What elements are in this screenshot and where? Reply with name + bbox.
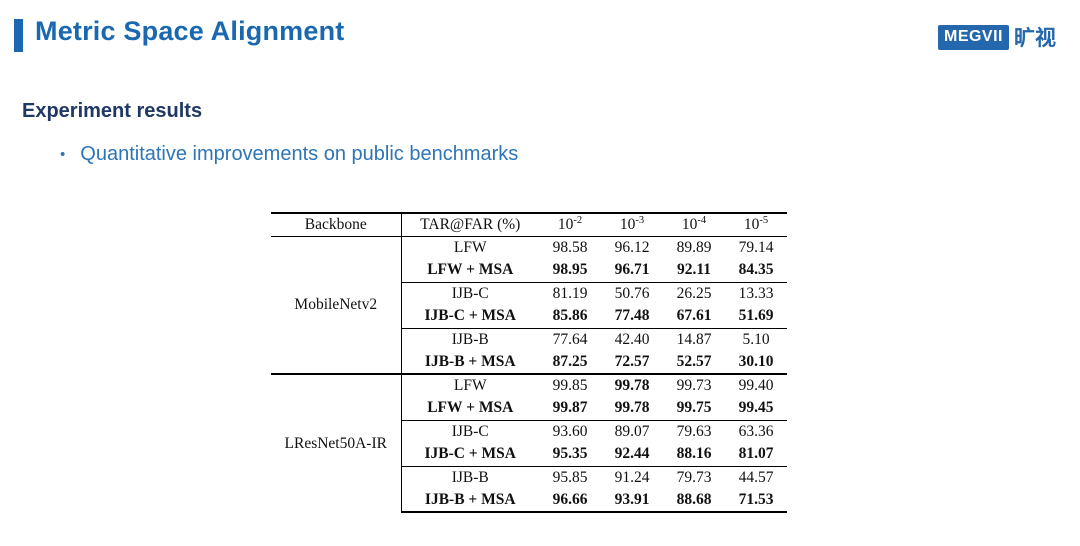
value-cell: 79.14 — [738, 238, 774, 256]
header-far-threshold: 10-5 — [725, 212, 787, 237]
value-cell: 79.73 — [663, 465, 725, 489]
value-cell: 99.78 — [601, 373, 663, 397]
far-exponent: -5 — [759, 215, 769, 227]
value-cell: 89.07 — [601, 419, 663, 443]
header-far-threshold: 10-4 — [663, 212, 725, 237]
value-cell: 72.57 — [614, 353, 650, 370]
value-cell: 5.10 — [725, 327, 787, 351]
dataset-label-cell: IJB-C + MSA — [424, 307, 516, 325]
value-cell: 99.78 — [614, 399, 650, 417]
bullet-dot-icon: • — [60, 146, 66, 163]
megvii-logo-cn-text: 旷视 — [1014, 27, 1056, 50]
table-row: IJB-B 77.64 42.40 14.87 5.10 — [271, 327, 787, 351]
value-cell: 87.25 — [552, 353, 588, 370]
value-cell: 44.57 — [725, 465, 787, 489]
value-cell: 99.45 — [738, 399, 774, 417]
value-cell: 98.58 — [552, 238, 588, 256]
value-cell: 88.68 — [663, 489, 725, 513]
value-cell: 99.87 — [552, 399, 588, 417]
value-cell: 63.36 — [725, 419, 787, 443]
table-header-row: Backbone TAR@FAR (%) 10-2 10-3 10-4 10-5 — [271, 212, 787, 237]
megvii-logo-text: MEGVII — [937, 24, 1009, 50]
value-cell: 77.48 — [614, 307, 650, 325]
value-cell: 95.35 — [552, 445, 588, 463]
value-cell: 71.53 — [725, 489, 787, 513]
slide-title: Metric Space Alignment — [35, 16, 345, 46]
value-cell: 92.44 — [614, 445, 650, 463]
dataset-label-cell: IJB-C — [401, 419, 539, 443]
value-cell: 81.07 — [738, 445, 774, 463]
bullet-text: Quantitative improvements on public benc… — [80, 143, 519, 165]
value-cell: 96.12 — [614, 238, 650, 256]
table-row: LResNet50A-IR LFW 99.85 99.78 99.73 99.40 — [271, 373, 787, 512]
table-row: IJB-B + MSA 96.66 93.91 88.68 71.53 — [271, 489, 787, 513]
value-cell: 98.95 — [552, 261, 588, 279]
table-row: IJB-C 93.60 89.07 79.63 63.36 — [271, 419, 787, 443]
dataset-label-cell: IJB-C + MSA — [424, 445, 516, 463]
value-cell: 42.40 — [601, 327, 663, 351]
table-row: IJB-B 95.85 91.24 79.73 44.57 — [271, 465, 787, 489]
value-cell: 50.76 — [601, 281, 663, 305]
value-cell: 91.24 — [601, 465, 663, 489]
dataset-label-cell: LFW — [453, 238, 487, 256]
dataset-label-cell: IJB-B — [401, 465, 539, 489]
value-cell: 79.63 — [663, 419, 725, 443]
table-row: MobileNetv2 LFW 98.58 96.12 89.89 79.14 — [271, 236, 787, 374]
value-cell: 52.57 — [676, 353, 712, 370]
results-table-container: Backbone TAR@FAR (%) 10-2 10-3 10-4 10-5 Mobil… — [271, 212, 787, 513]
value-cell: 77.64 — [539, 327, 601, 351]
value-cell: 67.61 — [676, 307, 712, 325]
dataset-label-cell: IJB-C — [401, 281, 539, 305]
value-cell: 96.71 — [614, 261, 650, 279]
value-cell: 30.10 — [738, 353, 774, 370]
value-cell: 81.19 — [539, 281, 601, 305]
backbone-cell: LResNet50A-IR — [271, 373, 402, 512]
dataset-label-cell: LFW + MSA — [427, 399, 514, 417]
bullet-point: • Quantitative improvements on public be… — [60, 143, 518, 166]
table-row: IJB-C + MSA 85.86 77.48 67.61 51.69 — [271, 305, 787, 328]
table-row: IJB-C 81.19 50.76 26.25 13.33 — [271, 281, 787, 305]
value-cell: 99.73 — [663, 373, 725, 397]
header-metric: TAR@FAR (%) — [401, 212, 539, 237]
far-exponent: -4 — [697, 215, 707, 227]
value-cell: 89.89 — [676, 238, 712, 256]
value-cell: 88.16 — [676, 445, 712, 463]
section-heading: Experiment results — [22, 100, 203, 122]
header-far-threshold: 10-3 — [601, 212, 663, 237]
dataset-label-cell: IJB-B + MSA — [424, 353, 516, 370]
value-cell: 96.66 — [539, 489, 601, 513]
table-row: IJB-B + MSA 87.25 72.57 52.57 30.10 — [271, 351, 787, 374]
value-cell: 13.33 — [725, 281, 787, 305]
value-cell: 93.60 — [539, 419, 601, 443]
far-exponent: -3 — [635, 215, 645, 227]
header-far-threshold: 10-2 — [539, 212, 601, 237]
dataset-label-cell: IJB-B + MSA — [401, 489, 539, 513]
value-cell: 95.85 — [539, 465, 601, 489]
value-cell: 85.86 — [552, 307, 588, 325]
header-backbone: Backbone — [271, 212, 402, 237]
value-cell: 51.69 — [738, 307, 774, 325]
value-cell: 84.35 — [738, 261, 774, 279]
value-cell: 26.25 — [663, 281, 725, 305]
table-row: IJB-C + MSA 95.35 92.44 88.16 81.07 — [271, 443, 787, 466]
title-accent-bar — [14, 19, 23, 52]
value-cell: 99.40 — [725, 373, 787, 397]
table-row: LFW + MSA 98.95 96.71 92.11 84.35 — [271, 259, 787, 282]
dataset-label-cell: IJB-B — [401, 327, 539, 351]
value-cell: 93.91 — [601, 489, 663, 513]
megvii-logo: MEGVII 旷视 — [937, 22, 1056, 52]
dataset-label-cell: LFW + MSA — [427, 261, 514, 279]
far-exponent: -2 — [573, 215, 583, 227]
value-cell: 99.75 — [676, 399, 712, 417]
results-table: Backbone TAR@FAR (%) 10-2 10-3 10-4 10-5 Mobil… — [271, 212, 787, 513]
table-row: LFW + MSA 99.87 99.78 99.75 99.45 — [271, 397, 787, 420]
value-cell: 92.11 — [676, 261, 712, 279]
value-cell: 99.85 — [539, 373, 601, 397]
backbone-cell: MobileNetv2 — [271, 236, 402, 374]
dataset-label-cell: LFW — [401, 373, 539, 397]
value-cell: 14.87 — [663, 327, 725, 351]
